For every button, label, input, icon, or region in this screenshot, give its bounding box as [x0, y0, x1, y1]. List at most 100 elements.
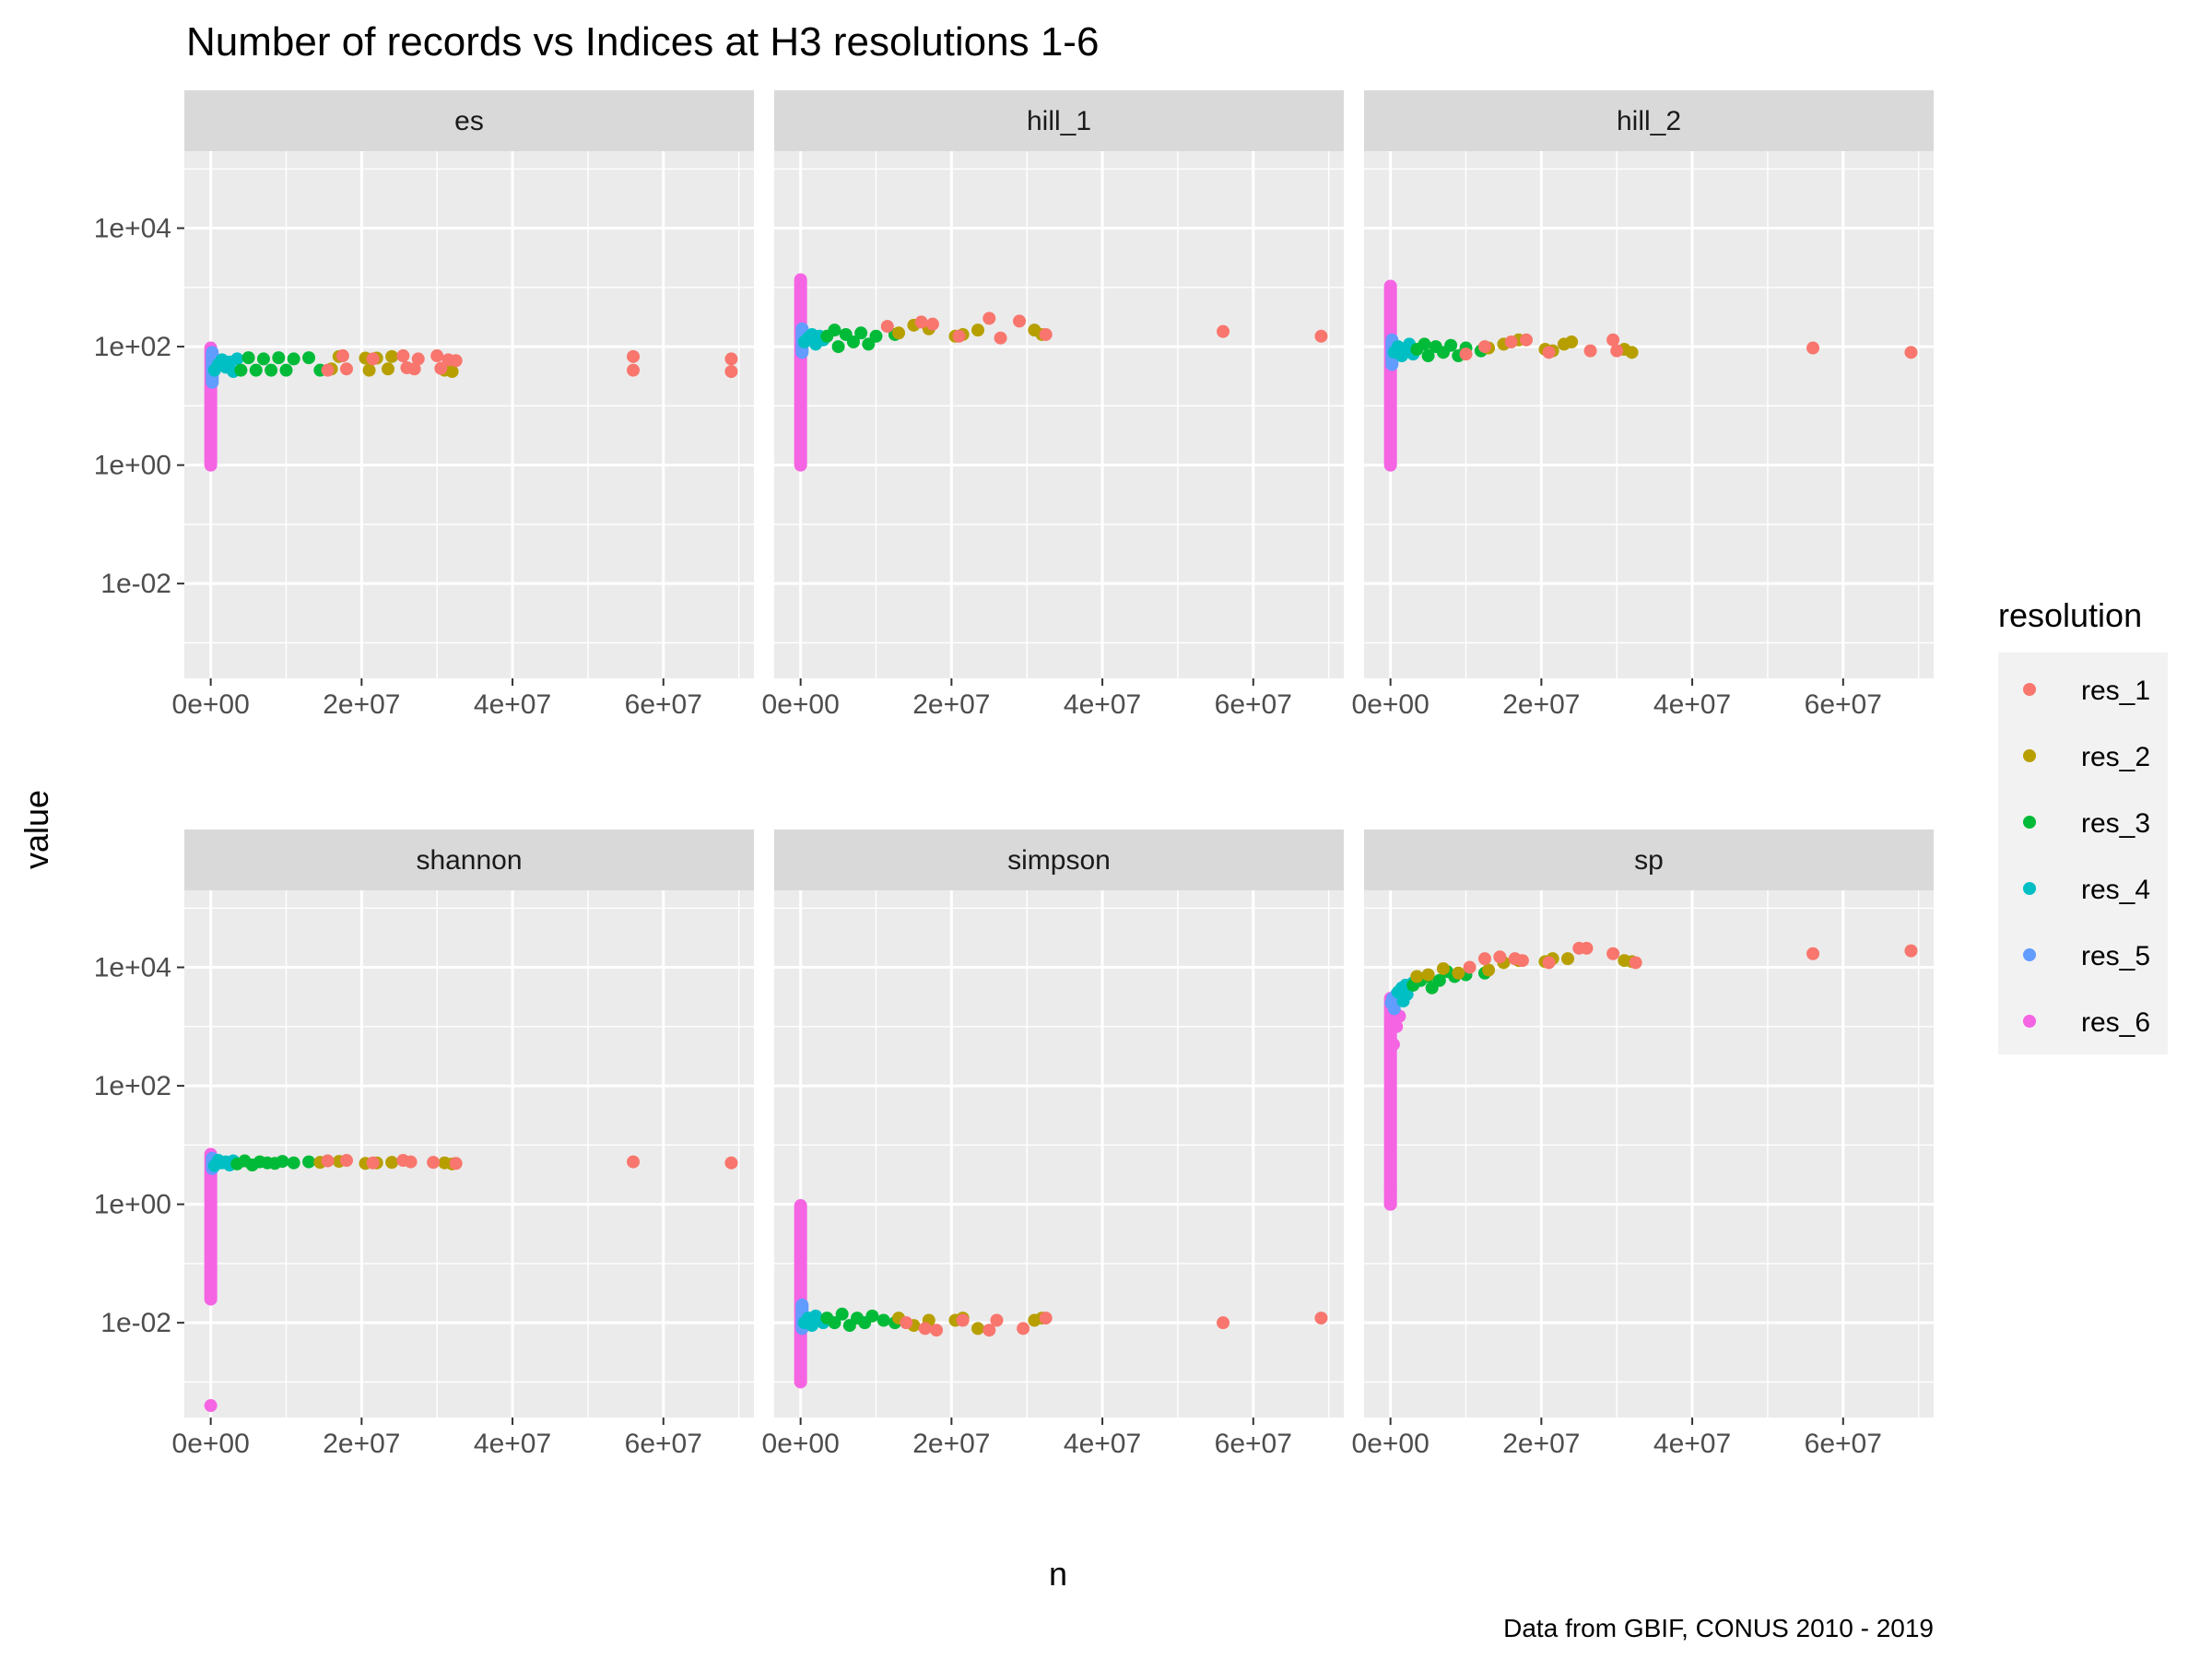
- y-tick-label: 1e+04: [94, 953, 171, 983]
- data-point-res_6: [1388, 1015, 1402, 1029]
- data-point-res_2: [1421, 968, 1435, 982]
- data-point-res_2: [1482, 963, 1496, 977]
- data-point-res_1: [880, 320, 894, 334]
- y-tick-label: 1e-02: [100, 1308, 171, 1338]
- data-point-res_1: [627, 1155, 641, 1169]
- data-point-res_1: [1314, 1312, 1328, 1325]
- data-point-res_6: [1386, 1038, 1400, 1052]
- x-tick-label: 0e+00: [172, 1429, 250, 1459]
- y-tick-label: 1e+00: [94, 1190, 171, 1220]
- facet-label: simpson: [1007, 845, 1111, 876]
- data-point-res_1: [952, 329, 966, 343]
- x-tick-label: 4e+07: [1064, 1429, 1141, 1459]
- x-tick-label: 0e+00: [172, 689, 250, 720]
- legend-label: res_3: [2081, 808, 2150, 839]
- data-point-res_1: [1610, 344, 1624, 358]
- data-point-res_1: [321, 363, 335, 377]
- data-point-res_1: [1217, 324, 1230, 338]
- data-point-res_2: [971, 324, 985, 337]
- legend-key-background: [1998, 653, 2168, 1054]
- data-point-res_1: [1904, 944, 1918, 958]
- data-point-res_1: [1580, 941, 1594, 955]
- data-point-res_2: [1410, 970, 1424, 983]
- x-tick-label: 6e+07: [1215, 689, 1292, 720]
- data-point-res_1: [366, 352, 380, 366]
- data-point-res_2: [445, 365, 459, 379]
- data-point-res_1: [339, 362, 353, 376]
- chart-title: Number of records vs Indices at H3 resol…: [186, 19, 1099, 65]
- data-point-res_3: [1418, 337, 1431, 351]
- data-point-res_1: [1606, 333, 1620, 347]
- data-point-res_1: [407, 362, 421, 376]
- facet-strip: [1364, 90, 1934, 151]
- facet-panel-sp: sp 0e+00 2e+07 4e+07 6e+07: [1352, 830, 1934, 1459]
- legend-label: res_2: [2081, 742, 2150, 772]
- plot-area: [184, 151, 754, 678]
- data-point-res_3: [854, 326, 868, 340]
- x-tick-label: 2e+07: [1502, 689, 1580, 720]
- legend-label: res_4: [2081, 875, 2150, 905]
- x-tick-label: 0e+00: [1352, 1429, 1430, 1459]
- data-point-res_1: [404, 1155, 418, 1169]
- facet-panel-es: es 0e+00 2e+07 4e+07 6e+07 1e-02 1e+00 1e+02 1e+…: [94, 90, 754, 720]
- plot-area: [1364, 151, 1934, 678]
- x-tick-label: 6e+07: [1805, 1429, 1882, 1459]
- data-point-res_2: [362, 363, 376, 377]
- facet-label: hill_1: [1027, 106, 1091, 136]
- data-point-res_1: [1493, 950, 1507, 964]
- data-point-res_2: [1625, 346, 1639, 359]
- data-point-res_1: [366, 1156, 380, 1170]
- caption: Data from GBIF, CONUS 2010 - 2019: [1503, 1614, 1934, 1642]
- data-point-res_3: [869, 329, 883, 343]
- data-point-res_1: [434, 361, 448, 375]
- data-point-res_3: [287, 1156, 300, 1170]
- x-tick-label: 0e+00: [762, 689, 840, 720]
- data-point-res_1: [1314, 329, 1328, 343]
- x-tick-label: 0e+00: [762, 1429, 840, 1459]
- data-point-res_1: [1039, 1312, 1053, 1325]
- x-tick-label: 4e+07: [1653, 1429, 1731, 1459]
- legend-key-res_2: [2023, 749, 2036, 762]
- data-point-res_1: [627, 349, 641, 363]
- y-tick-label: 1e+04: [94, 214, 171, 244]
- facet-panel-hill_2: hill_2 0e+00 2e+07 4e+07 6e+07: [1352, 90, 1934, 720]
- x-tick-label: 4e+07: [474, 689, 551, 720]
- data-point-res_1: [396, 349, 410, 363]
- data-point-res_1: [918, 1322, 932, 1335]
- facet-panel-shannon: shannon 0e+00 2e+07 4e+07 6e+07 1e-02 1e+00 1e+…: [94, 830, 754, 1459]
- data-point-res_2: [1452, 966, 1465, 980]
- facet-strip: [774, 90, 1344, 151]
- data-point-res_1: [1542, 956, 1556, 970]
- facet-strip: [1364, 830, 1934, 890]
- data-point-res_1: [427, 1156, 441, 1170]
- facet-strip: [184, 90, 754, 151]
- data-point-res_1: [956, 1313, 970, 1327]
- legend-key-res_5: [2023, 948, 2036, 961]
- data-point-res_1: [411, 352, 425, 366]
- legend-label: res_5: [2081, 941, 2150, 971]
- data-point-res_1: [925, 317, 939, 331]
- x-tick-label: 2e+07: [912, 1429, 990, 1459]
- data-point-res_1: [1013, 314, 1027, 328]
- plot-area: [774, 151, 1344, 678]
- x-tick-label: 6e+07: [625, 1429, 702, 1459]
- data-point-res_3: [828, 324, 841, 337]
- data-point-res_3: [287, 352, 300, 366]
- data-point-res_3: [1432, 973, 1446, 987]
- data-point-res_3: [272, 351, 286, 365]
- facet-strip: [184, 830, 754, 890]
- x-tick-label: 4e+07: [474, 1429, 551, 1459]
- legend-key-res_6: [2023, 1015, 2036, 1028]
- data-point-res_1: [982, 1324, 996, 1337]
- data-point-res_3: [877, 1313, 890, 1327]
- facet-label: hill_2: [1617, 106, 1681, 136]
- data-point-res_1: [1463, 960, 1477, 974]
- data-point-res_1: [1606, 947, 1620, 960]
- x-tick-label: 6e+07: [625, 689, 702, 720]
- facet-panel-hill_1: hill_1 0e+00 2e+07 4e+07 6e+07: [762, 90, 1344, 720]
- data-point-res_3: [1421, 349, 1435, 363]
- x-tick-label: 2e+07: [912, 689, 990, 720]
- data-point-res_1: [1504, 335, 1518, 349]
- data-point-res_1: [1583, 344, 1597, 358]
